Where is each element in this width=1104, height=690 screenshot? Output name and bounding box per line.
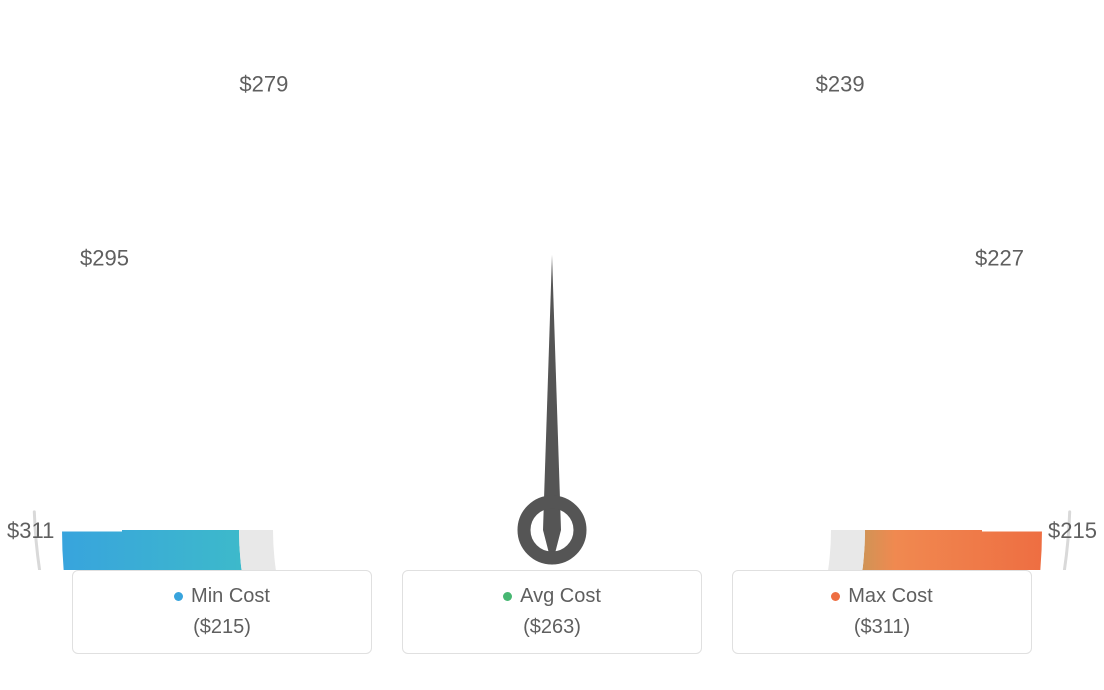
- gauge-tick-major: [799, 129, 833, 178]
- legend-value-avg: ($263): [403, 616, 701, 639]
- gauge-tick-minor: [999, 445, 1034, 451]
- legend-label-max: Max Cost: [848, 585, 932, 608]
- legend-dot-avg: [503, 592, 512, 601]
- legend-dot-max: [831, 592, 840, 601]
- gauge-tick-major: [271, 129, 305, 178]
- gauge-tick-label: $279: [239, 72, 288, 97]
- gauge-tick-minor: [908, 226, 936, 248]
- gauge-tick-label: $239: [816, 72, 865, 97]
- gauge-tick-label: $215: [1048, 518, 1097, 543]
- gauge-tick-minor: [864, 174, 889, 200]
- gauge-tick-minor: [453, 50, 460, 85]
- gauge-tick-minor: [216, 174, 241, 200]
- gauge-tick-minor: [358, 80, 372, 113]
- gauge-needle: [543, 255, 561, 565]
- legend-dot-min: [174, 592, 183, 601]
- gauge-tick-major: [128, 285, 180, 315]
- gauge-tick-minor: [979, 362, 1013, 374]
- gauge-chart: $215$227$239$263$279$295$311: [0, 0, 1104, 570]
- gauge-tick-label: $311: [7, 518, 54, 543]
- legend-value-min: ($215): [73, 616, 371, 639]
- legend-label-avg: Avg Cost: [520, 585, 601, 608]
- gauge-tick-minor: [644, 50, 651, 85]
- gauge-tick-label: $295: [80, 246, 129, 271]
- gauge-tick-minor: [92, 362, 126, 374]
- gauge-tick-label: $227: [975, 246, 1024, 271]
- gauge-tick-major: [924, 285, 976, 315]
- legend-card-avg: Avg Cost ($263): [402, 570, 702, 654]
- gauge-tick-minor: [168, 226, 196, 248]
- legend-row: Min Cost ($215) Avg Cost ($263) Max Cost…: [0, 570, 1104, 654]
- gauge-tick-minor: [69, 445, 104, 451]
- gauge-tick-minor: [732, 80, 746, 113]
- legend-label-min: Min Cost: [191, 585, 270, 608]
- legend-card-max: Max Cost ($311): [732, 570, 1032, 654]
- legend-value-max: ($311): [733, 616, 1031, 639]
- legend-card-min: Min Cost ($215): [72, 570, 372, 654]
